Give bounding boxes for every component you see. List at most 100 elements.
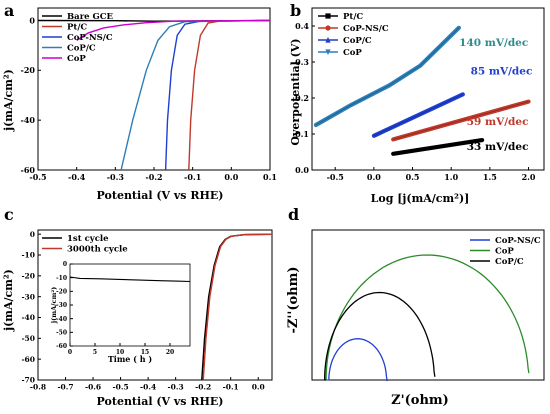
panel-a-chart: a -0.5 -0.4 -0.3 -0.2 -0.1 0.0 0.1 0 -20 -40 -60 Ba…: [2, 1, 277, 202]
panel-b-legend-label: CoP: [343, 48, 362, 58]
panel-c-ytick-label: -50: [21, 334, 35, 343]
panel-c-chart: c -0.8 -0.7 -0.6 -0.5 -0.4 -0.3 -0.2 -0.1 0.0 0 -1…: [2, 205, 273, 408]
panel-c-inset-ytick-label: -40: [56, 316, 67, 323]
panel-b-series-line: [391, 138, 485, 156]
panel-c-letter: c: [4, 205, 14, 224]
panel-c-inset-ytick-label: -10: [56, 275, 67, 282]
panel-b-ytick-label: 0.2: [295, 93, 309, 103]
panel-a-series-line: [188, 19, 271, 171]
panel-c-series-line: [202, 233, 273, 381]
panel-c-inset-ytick-label: -30: [56, 302, 67, 309]
panel-c-inset-xtick-label: 15: [141, 349, 149, 356]
panel-c-inset-ylabel: j(mA/cm²): [50, 287, 58, 324]
panel-b-xtick-label: 2.0: [522, 172, 536, 182]
panel-a-xtick-label: -0.2: [145, 172, 162, 182]
panel-a-xtick-label: 0.1: [263, 172, 277, 182]
panel-c-series-line: [201, 233, 273, 381]
panel-d-nyquist-arc: [328, 338, 388, 382]
panel-c-inset-ytick-label: -60: [56, 343, 67, 350]
panel-c-xtick-label: -0.7: [57, 383, 73, 392]
panel-b-series-fit: [393, 139, 483, 155]
panel-a-ylabel: j(mA/cm²): [2, 69, 15, 132]
panel-c-inset-ytick-label: 0: [63, 261, 67, 268]
panel-c-ylabel: j(mA/cm²): [2, 269, 15, 332]
panel-d-legend-label: CoP-NS/C: [495, 236, 541, 246]
panel-b-series-fit: [393, 101, 529, 140]
panel-c-inset-xtick-label: 10: [116, 349, 124, 356]
panel-c-inset-xtick-label: 0: [68, 349, 72, 356]
panel-a-xlabel: Potential (V vs RHE): [97, 189, 224, 202]
panel-c-ytick-label: -10: [21, 251, 35, 260]
panel-b-slope-annotation: 59 mV/dec: [467, 116, 529, 128]
panel-a-legend-label: CoP-NS/C: [67, 33, 113, 43]
panel-a-legend-label: Bare GCE: [67, 12, 114, 22]
panel-a-xtick-label: -0.4: [68, 172, 86, 182]
panel-c-xlabel: Potential (V vs RHE): [97, 395, 224, 408]
panel-b-legend-marker: [325, 13, 331, 19]
panel-c-xtick-label: -0.1: [223, 383, 239, 392]
panel-b-legend-label: CoP/C: [343, 36, 372, 46]
panel-c-xtick-label: -0.4: [140, 383, 156, 392]
panel-c-inset-frame: [69, 263, 191, 347]
panel-a-ytick-label: -40: [21, 115, 36, 125]
panel-b-legend-marker: [325, 25, 331, 31]
panel-b-series-fit: [315, 27, 460, 126]
panel-b-xtick-label: -0.5: [327, 172, 344, 182]
panel-c-inset-ytick-label: -50: [56, 329, 67, 336]
panel-b-legend-label: Pt/C: [343, 12, 363, 22]
panel-a-legend-label: Pt/C: [67, 23, 87, 33]
panel-c-ytick-label: -20: [21, 271, 35, 280]
panel-b-xtick-label: 1.0: [444, 172, 458, 182]
panel-b-legend-marker: [325, 36, 331, 43]
panel-d-frame: [311, 229, 545, 381]
panel-b-chart: b -0.5 0.0 0.5 1.0 1.5 2.0 0.0 0.1 0.2 0.3 0.4 Pt/C…: [289, 1, 545, 205]
panel-b-legend-marker: [325, 49, 331, 56]
panel-c-xtick-label: -0.2: [195, 383, 211, 392]
panel-b-xtick-label: 1.5: [483, 172, 497, 182]
panel-a-xtick-label: -0.1: [184, 172, 201, 182]
panel-d-xlabel: Z'(ohm): [391, 393, 449, 408]
panel-c-ytick-label: -60: [21, 355, 35, 364]
panel-a-letter: a: [4, 1, 14, 20]
panel-d-nyquist-arc: [324, 291, 436, 381]
panel-b-frame: [311, 7, 545, 171]
panel-b-series-line: [313, 25, 461, 128]
panel-d-ylabel: -Z''(ohm): [286, 266, 301, 333]
panel-b-letter: b: [290, 1, 301, 20]
panel-a-xtick-label: -0.5: [29, 172, 46, 182]
panel-b-legend-label: CoP-NS/C: [343, 24, 389, 34]
panel-b-slope-annotation: 33 mV/dec: [467, 141, 529, 153]
panel-b-ytick-label: 0.3: [295, 57, 309, 67]
panel-c-xtick-label: 0.0: [252, 383, 265, 392]
panel-d-nyquist-arc: [325, 254, 530, 381]
panel-b-xtick-label: 0.0: [367, 172, 381, 182]
panel-b-series-line: [391, 99, 531, 142]
panel-b-ytick-label: 0.4: [295, 21, 309, 31]
panel-a-series-line: [164, 19, 271, 171]
panel-c-frame: [37, 229, 273, 381]
panel-c-ytick-label: 0: [30, 230, 35, 239]
panel-a-series-line: [76, 19, 271, 41]
panel-a-ytick-label: -60: [21, 165, 36, 175]
panel-c-inset-xlabel: Time ( h ): [108, 354, 153, 364]
panel-c-inset-ytick-label: -20: [56, 288, 67, 295]
panel-a-series-line: [120, 19, 271, 171]
panel-c-ytick-label: -30: [21, 292, 35, 301]
panel-b-series-line: [371, 92, 465, 138]
panel-b-slope-annotation: 85 mV/dec: [471, 66, 533, 78]
panel-c-xtick-label: -0.8: [30, 383, 46, 392]
panel-b-slope-annotation: 140 mV/dec: [459, 37, 528, 49]
panel-d-legend-label: CoP/C: [495, 257, 524, 267]
panel-a-ytick-label: 0: [29, 15, 35, 25]
panel-c-legend-label: 3000th cycle: [67, 245, 128, 255]
panel-c-ytick-label: -40: [21, 313, 35, 322]
panel-b-xlabel: Log [j(mA/cm²)]: [371, 192, 470, 205]
panel-a-ytick-label: -20: [21, 65, 36, 75]
panel-b-series-fit: [373, 94, 463, 137]
panel-c-inset-xtick-label: 5: [93, 349, 97, 356]
panel-b-ylabel: Overpotential (V): [289, 38, 302, 145]
panel-a-xtick-label: 0.0: [224, 172, 238, 182]
panel-c-xtick-label: -0.6: [85, 383, 101, 392]
